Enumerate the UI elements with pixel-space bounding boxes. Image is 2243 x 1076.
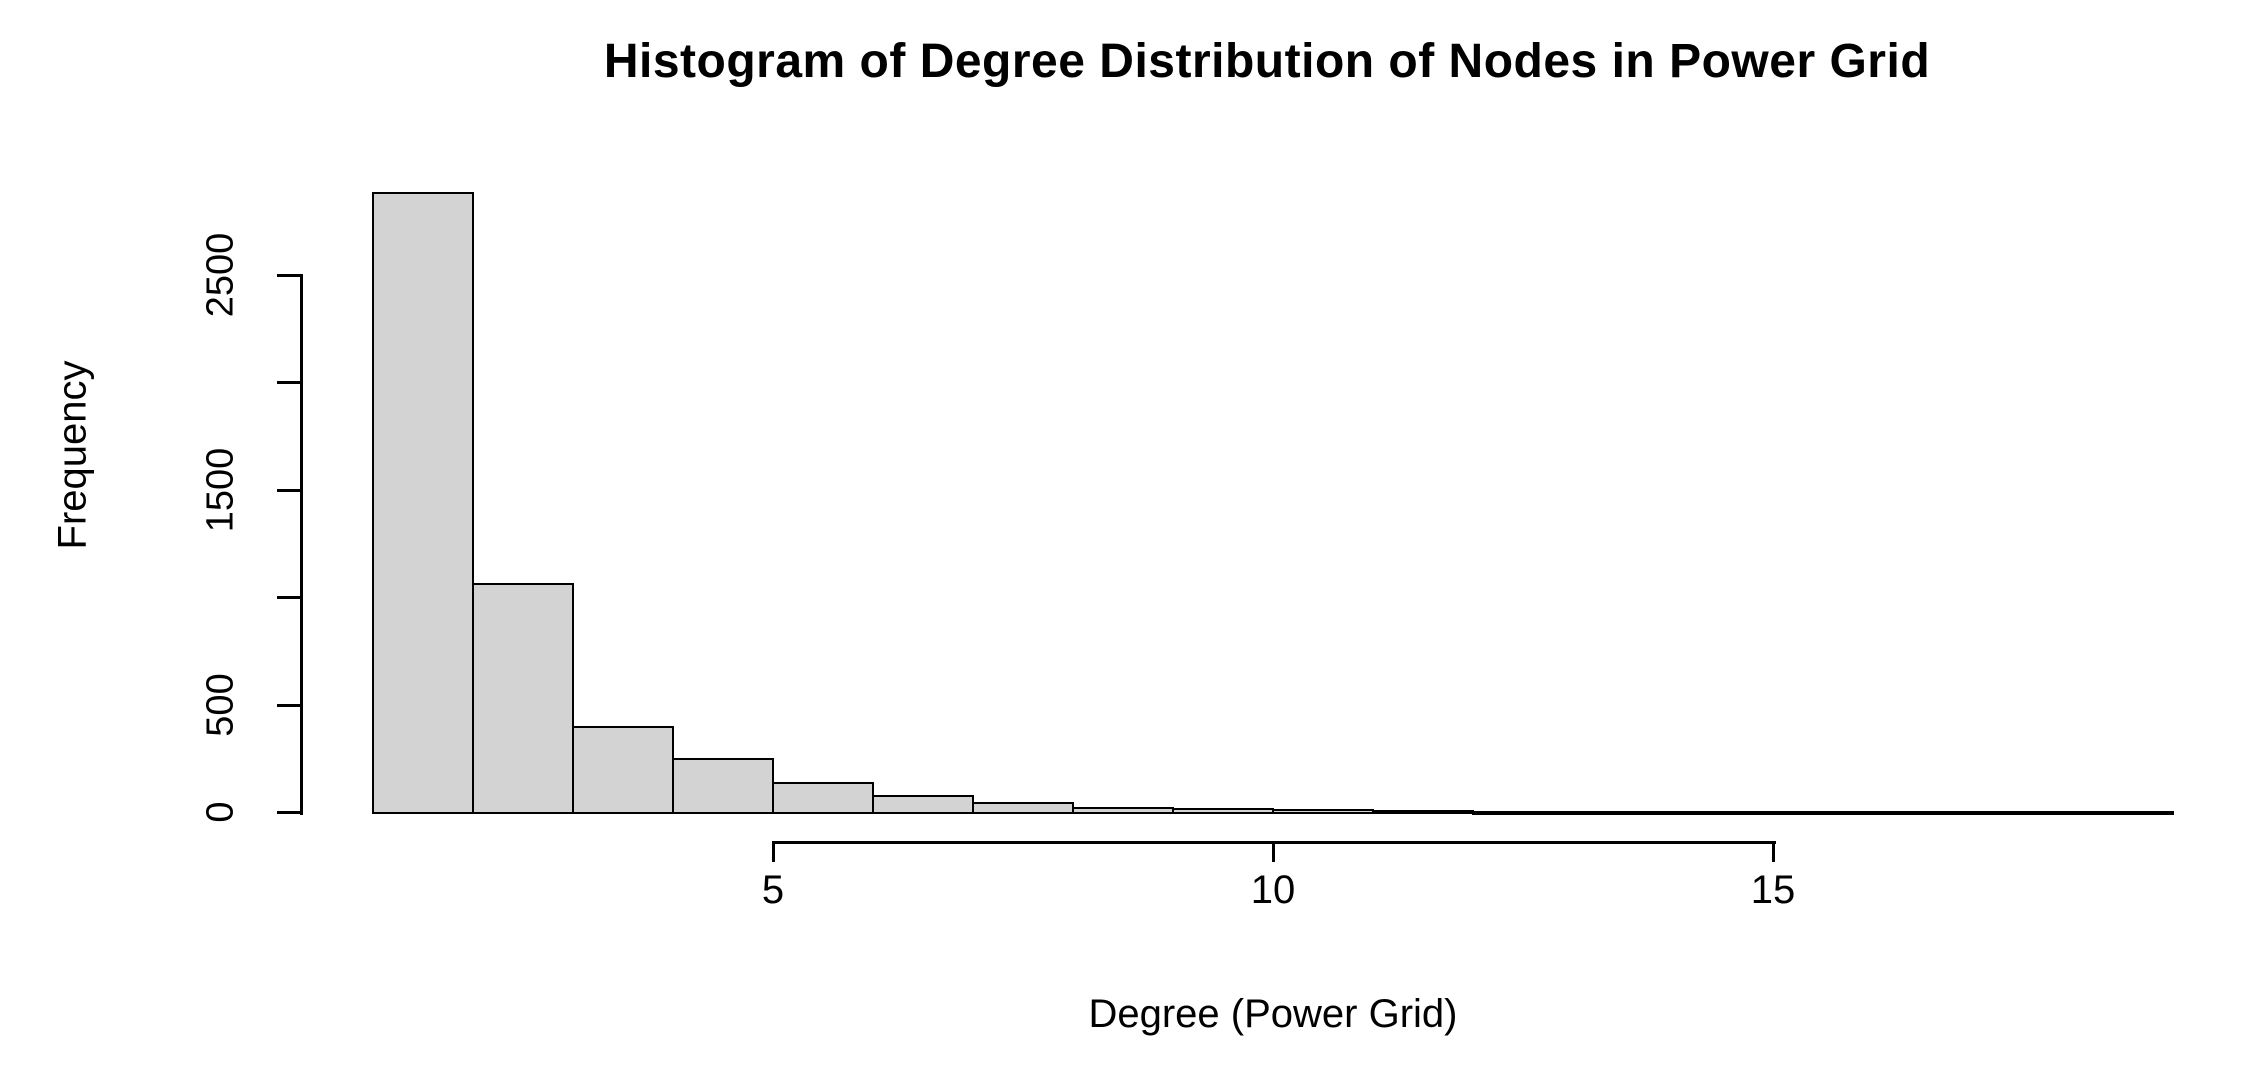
histogram-bar <box>572 726 674 814</box>
y-axis-label: Frequency <box>50 360 95 550</box>
x-tick-mark <box>1772 841 1775 862</box>
histogram-bar <box>1372 810 1474 815</box>
x-axis-label: Degree (Power Grid) <box>1088 992 1458 1036</box>
histogram-bar <box>1572 810 1674 815</box>
y-tick-mark <box>277 488 302 492</box>
y-tick-mark <box>277 381 302 385</box>
histogram-bar <box>1672 810 1774 815</box>
histogram-bar <box>772 782 874 814</box>
histogram-bar <box>1472 810 1574 815</box>
histogram-bar <box>672 758 774 814</box>
y-tick-mark <box>277 703 302 707</box>
y-tick-mark <box>277 274 302 277</box>
chart-title: Histogram of Degree Distribution of Node… <box>603 35 1931 88</box>
histogram-bar <box>1872 810 1974 815</box>
y-tick-label: 1500 <box>199 447 242 533</box>
histogram-bar <box>1172 807 1274 814</box>
histogram-bar <box>972 801 1074 814</box>
y-tick-label: 500 <box>199 672 242 737</box>
histogram-bar <box>1772 810 1874 815</box>
histogram-bar <box>2072 810 2174 815</box>
y-tick-label: 0 <box>199 801 242 823</box>
histogram-bar <box>1072 807 1174 814</box>
x-tick-label: 15 <box>1750 868 1796 912</box>
x-tick-label: 5 <box>761 868 785 912</box>
histogram-bar <box>872 794 974 814</box>
x-tick-mark <box>1272 841 1275 862</box>
x-tick-label: 10 <box>1250 868 1296 912</box>
y-tick-mark <box>277 811 302 814</box>
y-axis-line <box>300 274 303 815</box>
histogram-bar <box>1272 809 1374 814</box>
y-tick-label: 2500 <box>199 232 242 318</box>
histogram-bar <box>472 583 574 814</box>
histogram-bar <box>372 192 474 814</box>
histogram-bar <box>1972 811 2074 815</box>
x-tick-mark <box>772 841 775 862</box>
y-tick-mark <box>277 596 302 600</box>
